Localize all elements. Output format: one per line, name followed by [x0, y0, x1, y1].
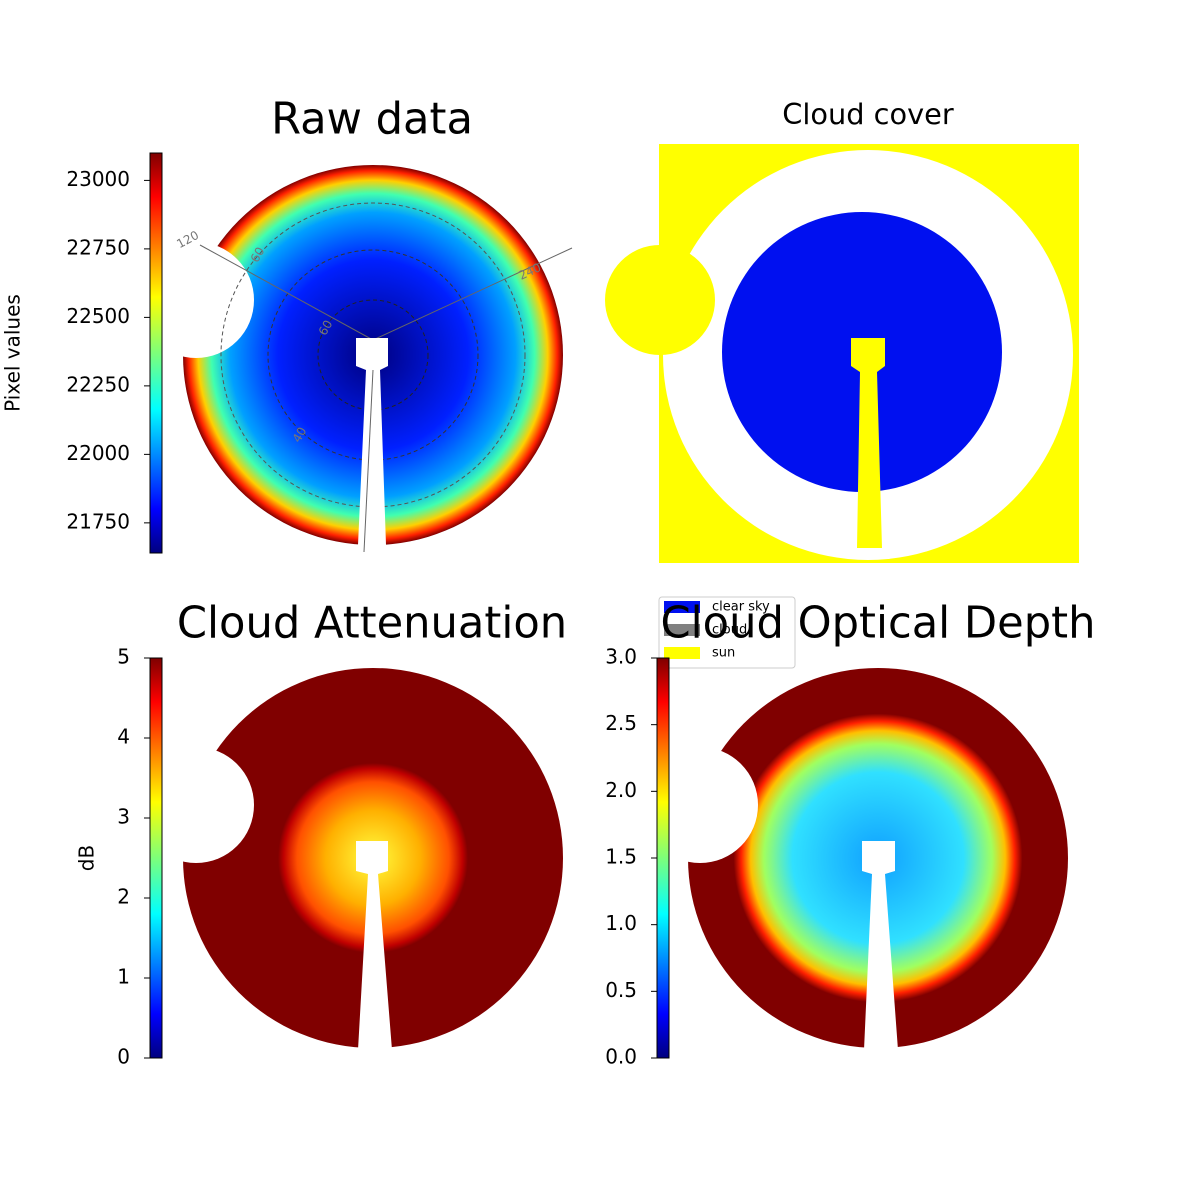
legend-swatch — [664, 601, 700, 613]
colorbar — [149, 657, 163, 1059]
colorbar — [149, 152, 163, 554]
attenuation-image — [138, 668, 563, 1050]
colorbar-tick-label: 22000 — [66, 441, 130, 465]
legend-label: sun — [712, 646, 735, 661]
colorbar-tick-label: 5 — [117, 645, 130, 669]
colorbar-tick-label: 2.5 — [605, 711, 637, 735]
legend-swatch — [664, 624, 700, 636]
colorbar — [656, 657, 670, 1059]
panel-title: Raw data — [271, 95, 473, 145]
colorbar-tick-label: 22500 — [66, 304, 130, 328]
polar-annotation: 60 — [316, 318, 336, 338]
colorbar-tick-label: 1.0 — [605, 911, 637, 935]
optical-depth-image — [642, 668, 1068, 1050]
colorbar-tick-label: 2.0 — [605, 778, 637, 802]
colorbar-tick-label: 1.5 — [605, 845, 637, 869]
panel-title: Cloud Optical Depth — [661, 599, 1096, 649]
legend-label: cloud — [712, 623, 747, 638]
colorbar-tick-label: 22250 — [66, 372, 130, 396]
panel-title: Cloud Attenuation — [177, 599, 567, 649]
colorbar-tick-label: 21750 — [66, 509, 130, 533]
colorbar-tick-label: 1 — [117, 965, 130, 989]
colorbar-tick-label: 0.0 — [605, 1045, 637, 1069]
colorbar-tick-label: 2 — [117, 885, 130, 909]
colorbar-label: dB — [75, 845, 99, 871]
colorbar-tick-label: 4 — [117, 725, 130, 749]
colorbar-tick-label: 3 — [117, 805, 130, 829]
cloud-cover-image — [605, 144, 1079, 563]
legend-label: clear sky — [712, 600, 770, 615]
colorbar-tick-label: 0.5 — [605, 978, 637, 1002]
colorbar-tick-label: 0 — [117, 1045, 130, 1069]
panel-title: Cloud cover — [782, 97, 954, 131]
colorbar-tick-label: 22750 — [66, 235, 130, 259]
raw-image — [138, 165, 573, 553]
colorbar-label: Pixel values — [1, 294, 25, 412]
colorbar-tick-label: 23000 — [66, 167, 130, 191]
legend-swatch — [664, 647, 700, 659]
polar-annotation: 40 — [290, 425, 310, 445]
colorbar-tick-label: 3.0 — [605, 645, 637, 669]
polar-annotation: 60 — [248, 245, 268, 265]
